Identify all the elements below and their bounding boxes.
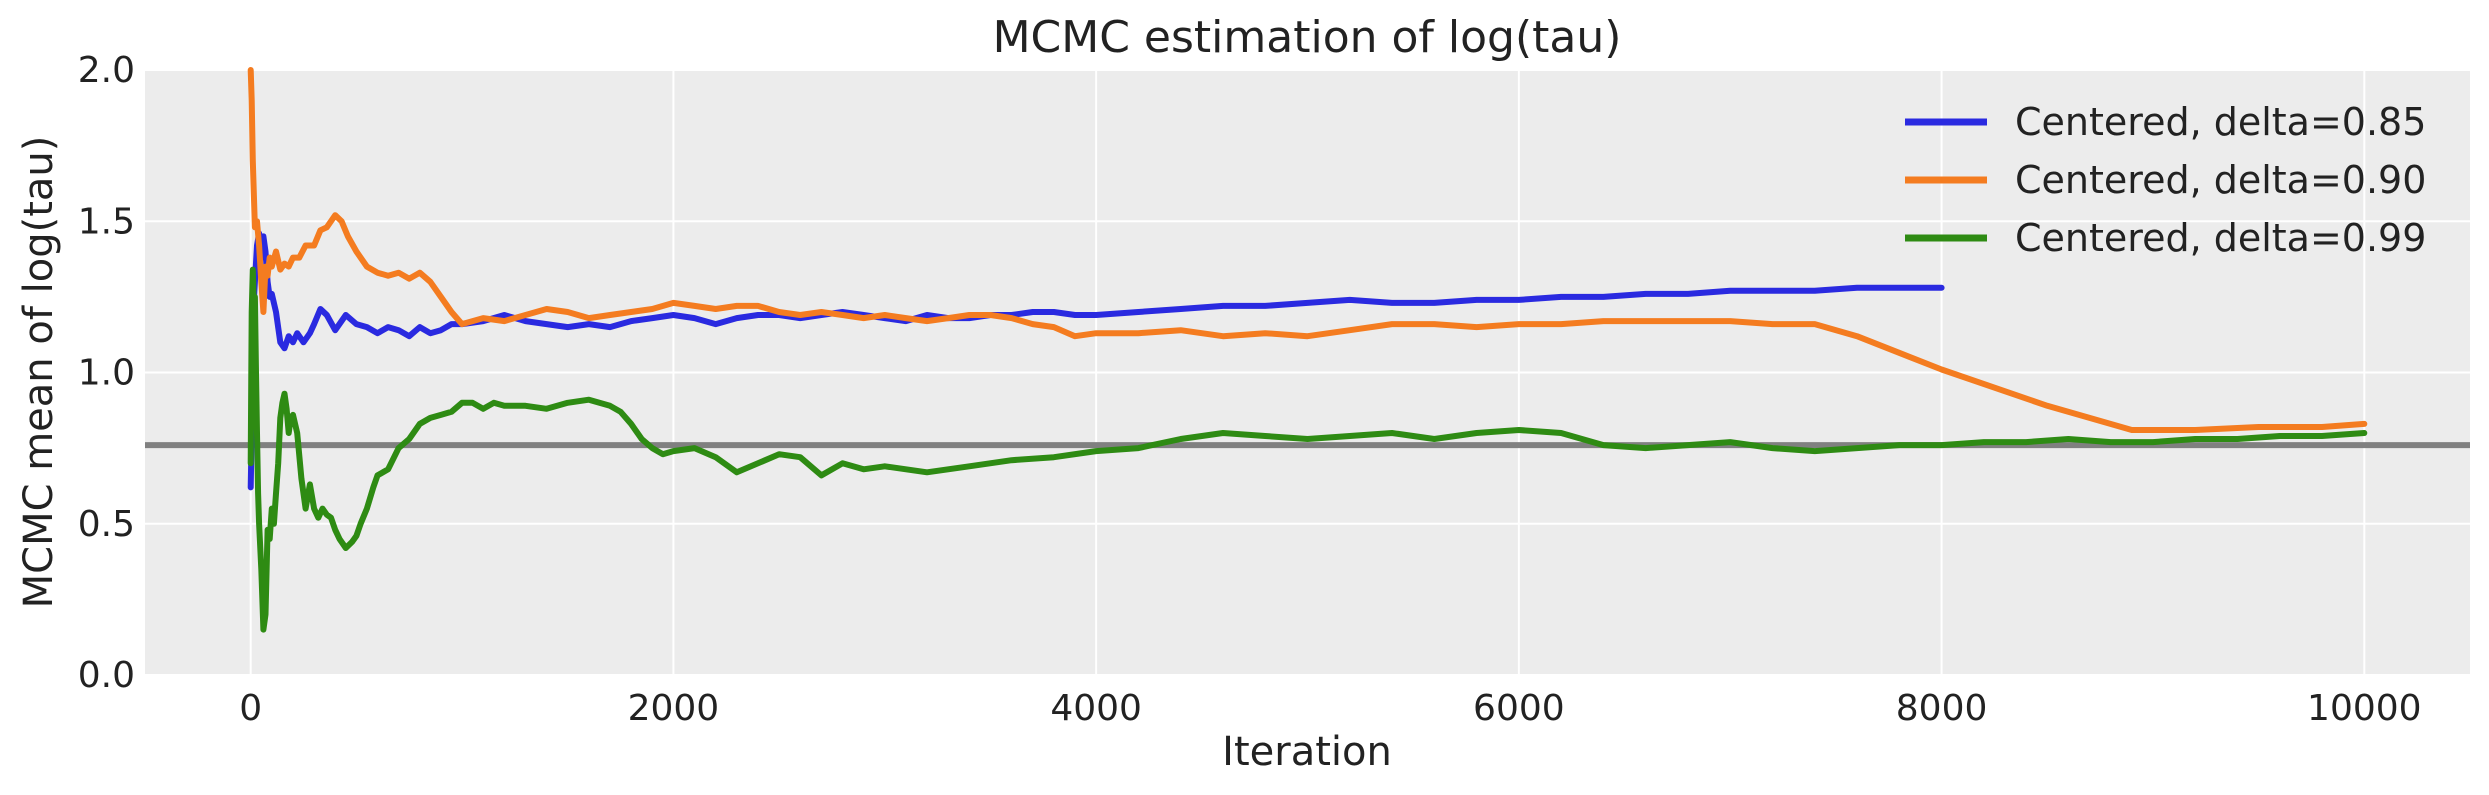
x-tick-label: 10000 <box>2307 688 2422 729</box>
series-line-3 <box>247 266 2368 633</box>
chart-title: MCMC estimation of log(tau) <box>993 12 1622 63</box>
y-tick-label: 1.0 <box>78 353 135 394</box>
series-line-1 <box>247 230 1945 491</box>
x-tick-labels: 0 2000 4000 6000 8000 10000 <box>239 688 2421 729</box>
x-tick-label: 0 <box>239 688 262 729</box>
y-axis-label: MCMC mean of log(tau) <box>16 136 62 609</box>
y-tick-label: 2.0 <box>78 50 135 91</box>
y-tick-label: 0.0 <box>78 655 135 696</box>
legend-label: Centered, delta=0.90 <box>2015 158 2426 202</box>
legend: Centered, delta=0.85 Centered, delta=0.90… <box>1905 100 2426 260</box>
x-tick-label: 8000 <box>1896 688 1988 729</box>
legend-label: Centered, delta=0.99 <box>2015 216 2426 260</box>
x-tick-label: 2000 <box>628 688 720 729</box>
grid <box>145 69 2470 676</box>
legend-label: Centered, delta=0.85 <box>2015 100 2426 144</box>
x-axis-label: Iteration <box>1222 729 1392 775</box>
y-tick-label: 1.5 <box>78 201 135 242</box>
x-tick-label: 4000 <box>1050 688 1142 729</box>
series-line-2 <box>247 67 2368 433</box>
y-tick-label: 0.5 <box>78 504 135 545</box>
series-layer <box>247 67 2368 633</box>
x-tick-label: 6000 <box>1473 688 1565 729</box>
y-tick-labels: 0.0 0.5 1.0 1.5 2.0 <box>78 50 135 696</box>
